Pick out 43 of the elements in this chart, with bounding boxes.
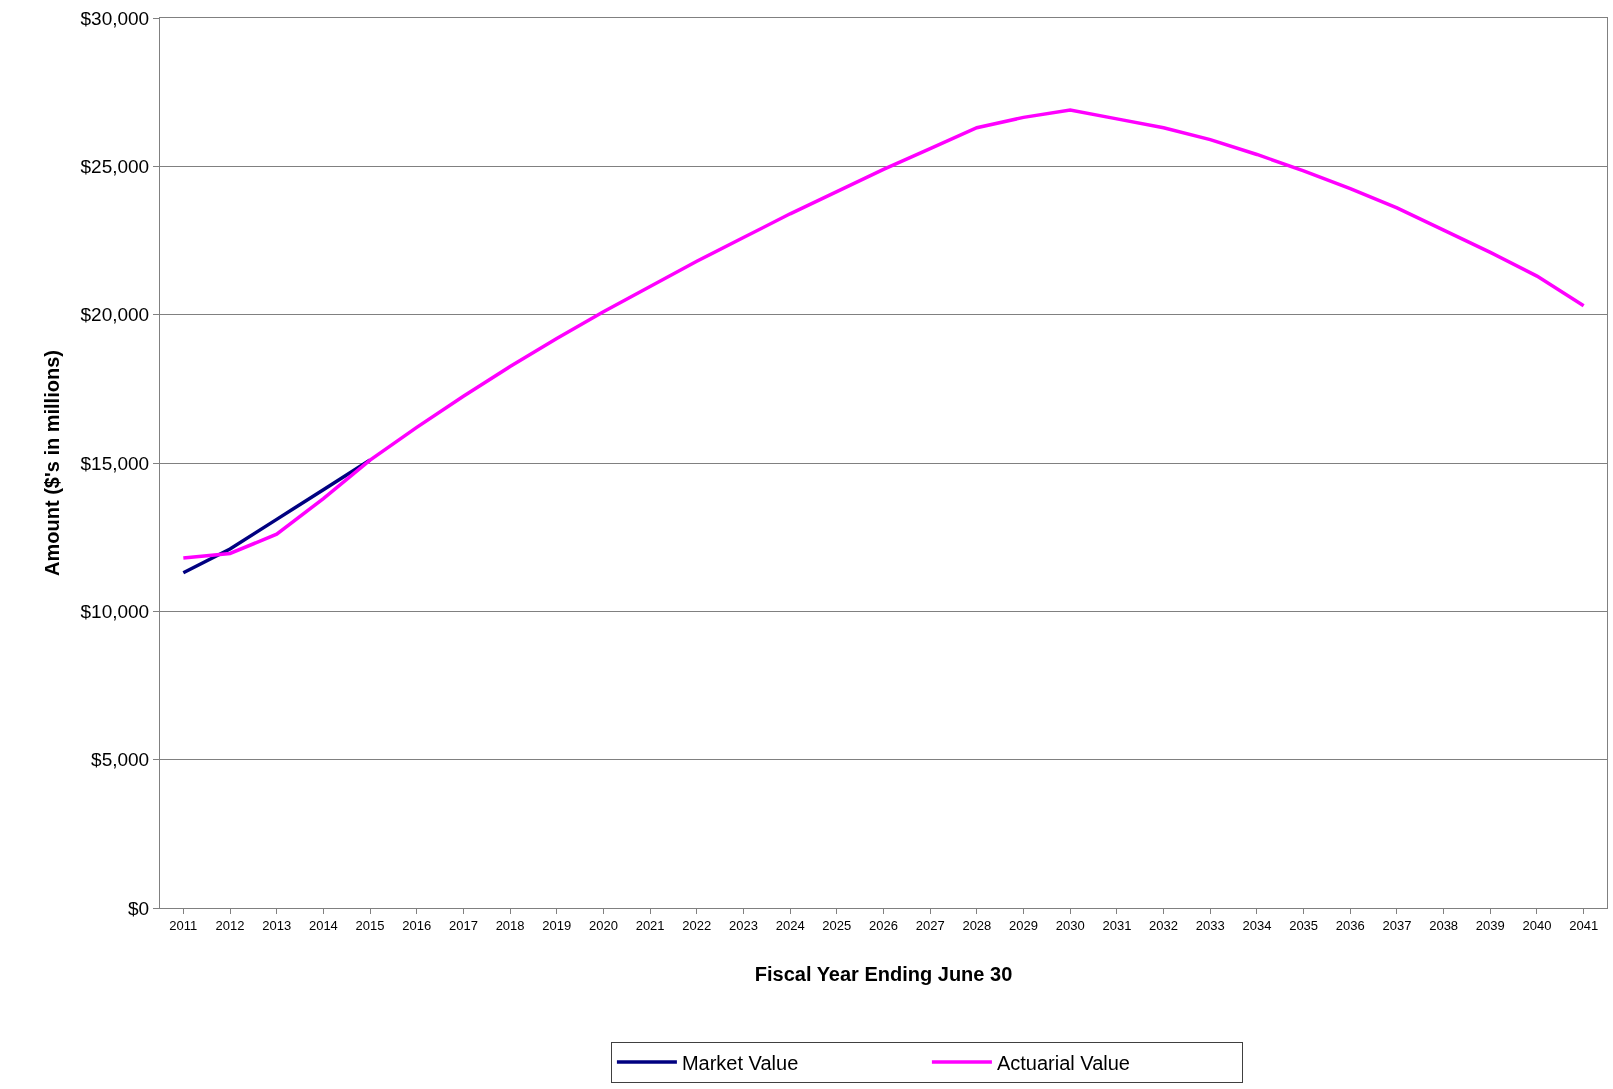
x-tick-label: 2019: [542, 917, 572, 933]
y-tick-label: $10,000: [80, 600, 150, 622]
x-tick-label: 2028: [962, 917, 992, 933]
x-tick-label: 2011: [169, 917, 198, 933]
x-tick-label: 2018: [495, 917, 525, 933]
x-tick-label: 2020: [588, 917, 618, 933]
x-tick-label: 2031: [1102, 917, 1132, 933]
x-tick-label: 2041: [1569, 917, 1599, 933]
legend-label: Market Value: [681, 1051, 799, 1074]
x-tick-label: 2030: [1055, 917, 1085, 933]
line-series: [181, 108, 1586, 560]
x-tick-label: 2016: [402, 917, 432, 933]
x-tick-label: 2038: [1429, 917, 1459, 933]
x-tick-label: 2027: [915, 917, 945, 933]
x-tick-label: 2023: [729, 917, 758, 933]
x-tick-label: 2037: [1382, 917, 1412, 933]
x-tick-label: 2024: [775, 917, 805, 933]
y-tick-label: $25,000: [80, 155, 150, 177]
x-tick-label: 2029: [1009, 917, 1038, 933]
x-axis-title: Fiscal Year Ending June 30: [754, 963, 1013, 986]
x-tick-label: 2017: [448, 917, 478, 933]
x-tick-label: 2036: [1335, 917, 1365, 933]
x-tick-label: 2014: [308, 917, 338, 933]
y-tick-label: $20,000: [80, 304, 150, 326]
x-tick-label: 2033: [1195, 917, 1225, 933]
x-tick-label: 2026: [869, 917, 898, 933]
x-tick-label: 2035: [1289, 917, 1319, 933]
x-tick-label: 2034: [1242, 917, 1272, 933]
x-tick-label: 2025: [822, 917, 852, 933]
y-axis-title: Amount ($'s in millions): [41, 350, 64, 576]
x-tick-label: 2032: [1149, 917, 1179, 933]
legend-label: Actuarial Value: [996, 1051, 1130, 1074]
y-tick-label: $15,000: [80, 452, 150, 474]
x-tick-label: 2040: [1522, 917, 1552, 933]
x-tick-label: 2039: [1475, 917, 1505, 933]
y-tick-label: $0: [128, 897, 150, 919]
x-tick-label: 2022: [682, 917, 712, 933]
x-tick-label: 2021: [635, 917, 665, 933]
y-tick-label: $5,000: [91, 749, 150, 771]
x-tick-label: 2012: [215, 917, 245, 933]
y-tick-label: $30,000: [80, 7, 150, 29]
x-tick-label: 2013: [262, 917, 292, 933]
x-tick-label: 2015: [355, 917, 385, 933]
